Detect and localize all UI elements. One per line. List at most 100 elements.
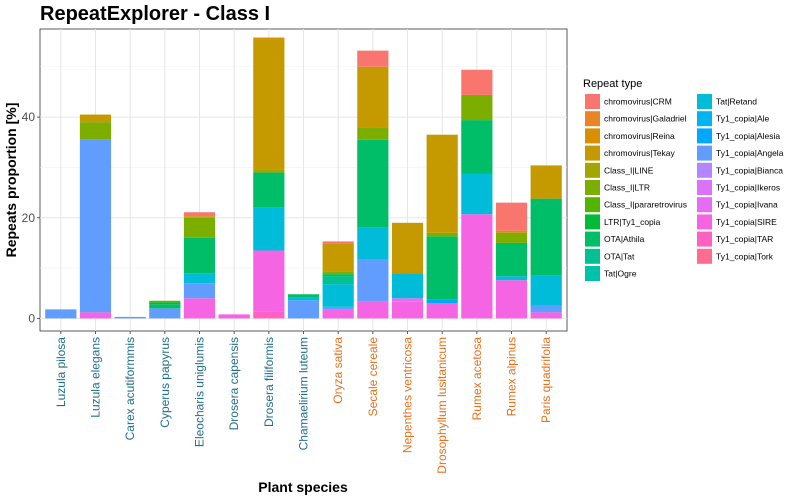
bar-segment bbox=[183, 298, 216, 319]
legend-label: Ty1_copia|TAR bbox=[716, 234, 773, 244]
bar-segment bbox=[218, 314, 250, 319]
bar-segment bbox=[391, 298, 424, 302]
bars bbox=[45, 37, 562, 319]
bar-segment bbox=[79, 139, 112, 313]
legend-key bbox=[585, 145, 600, 161]
x-tick-label: Nepenthes ventricosa bbox=[401, 337, 415, 453]
legend-key bbox=[585, 248, 600, 264]
legend-key bbox=[697, 214, 712, 230]
bar-segment bbox=[183, 283, 216, 299]
x-tick-label: Luzula pilosa bbox=[54, 337, 68, 407]
bar-segment bbox=[183, 216, 216, 218]
legend-label: OTA|Tat bbox=[604, 251, 635, 261]
legend-key bbox=[697, 128, 712, 144]
bar-segment bbox=[253, 39, 285, 170]
y-tick-label: 0 bbox=[28, 311, 35, 325]
bar-segment bbox=[149, 300, 181, 303]
legend-label: Tat|Ogre bbox=[604, 269, 637, 279]
legend-key bbox=[585, 162, 600, 178]
legend-label: Class_I|pararetrovirus bbox=[604, 200, 687, 210]
bar-segment bbox=[322, 274, 354, 277]
x-tick-label: Oryza sativa bbox=[331, 337, 345, 404]
legend-label: Ty1_copia|Tork bbox=[716, 251, 774, 261]
bar-segment bbox=[253, 250, 285, 312]
legend-label: chromovirus|Reina bbox=[604, 131, 675, 141]
bar-segment bbox=[426, 134, 458, 233]
bar-segment bbox=[530, 165, 562, 199]
bar-segment bbox=[79, 114, 112, 123]
bar-segment bbox=[183, 217, 216, 238]
legend-label: Tat|Retand bbox=[716, 97, 757, 107]
bar-segment bbox=[461, 94, 493, 121]
bar-segment bbox=[357, 50, 389, 67]
legend-key bbox=[697, 248, 712, 264]
bar-segment bbox=[461, 120, 493, 174]
y-axis-title: Repeats proportion [%] bbox=[3, 103, 19, 258]
x-tick-label: Rumex alpinus bbox=[505, 337, 519, 416]
legend-key bbox=[585, 214, 600, 230]
legend-key bbox=[585, 180, 600, 195]
legend-key bbox=[585, 197, 600, 213]
bar-segment bbox=[287, 297, 320, 301]
legend-label: Ty1_copia|SIRE bbox=[716, 217, 777, 227]
bar-segment bbox=[45, 309, 77, 319]
bar-segment bbox=[149, 304, 181, 309]
x-axis: Luzula pilosa Luzula elegans Carex acutifo… bbox=[54, 331, 553, 474]
bar-segment bbox=[495, 280, 528, 319]
x-tick-label: Rumex acetosa bbox=[470, 337, 484, 421]
bar-segment bbox=[183, 212, 216, 217]
bar-segment bbox=[391, 273, 424, 299]
bar-segment bbox=[461, 69, 493, 95]
legend-key bbox=[585, 111, 600, 127]
x-tick-label: Cyperus papyrus bbox=[158, 337, 172, 428]
legend-label: LTR|Ty1_copia bbox=[604, 217, 661, 227]
legend-label: Ty1_copia|Alesia bbox=[716, 131, 780, 141]
bar-segment bbox=[253, 37, 285, 40]
bar-segment bbox=[149, 302, 181, 305]
legend-key bbox=[697, 180, 712, 195]
bar-segment bbox=[322, 243, 354, 272]
bar-segment bbox=[495, 232, 528, 243]
legend-label: OTA|Athila bbox=[604, 234, 645, 244]
legend-key bbox=[585, 94, 600, 109]
bar-segment bbox=[357, 227, 389, 260]
chart-title: RepeatExplorer - Class I bbox=[40, 3, 270, 25]
bar-segment bbox=[253, 169, 285, 173]
legend-key bbox=[585, 266, 600, 281]
bar-segment bbox=[461, 214, 493, 319]
bar-segment bbox=[253, 172, 285, 208]
bar-segment bbox=[322, 284, 354, 307]
bar-segment bbox=[426, 303, 458, 319]
legend-label: Class_I|LTR bbox=[604, 183, 650, 193]
bar-segment bbox=[461, 173, 493, 215]
bar-segment bbox=[357, 259, 389, 302]
x-tick-label: Eleocharis uniglumis bbox=[192, 337, 206, 447]
bar-segment bbox=[322, 271, 354, 275]
bar-segment bbox=[322, 276, 354, 285]
bar-segment bbox=[391, 301, 424, 319]
legend-key bbox=[697, 197, 712, 213]
bar-segment bbox=[391, 222, 424, 274]
bar-segment bbox=[530, 275, 562, 306]
bar-segment bbox=[495, 276, 528, 281]
bar-segment bbox=[183, 273, 216, 284]
x-tick-label: Luzula elegans bbox=[88, 337, 102, 418]
bar-segment bbox=[357, 301, 389, 319]
legend-key bbox=[697, 111, 712, 127]
bar-segment bbox=[426, 232, 458, 237]
bar-segment bbox=[149, 308, 181, 319]
legend-label: Ty1_copia|Ale bbox=[716, 114, 770, 124]
bar-segment bbox=[495, 202, 528, 231]
y-tick-label: 40 bbox=[22, 110, 36, 124]
bar-segment bbox=[530, 305, 562, 313]
x-axis-title: Plant species bbox=[258, 479, 348, 495]
bar-segment bbox=[79, 312, 112, 319]
legend-key bbox=[697, 145, 712, 161]
legend-key bbox=[585, 128, 600, 144]
x-tick-label: Drosera capensis bbox=[227, 337, 241, 430]
bar-segment bbox=[357, 139, 389, 228]
bar-segment bbox=[287, 294, 320, 298]
legend-key bbox=[697, 162, 712, 178]
bar-segment bbox=[426, 236, 458, 300]
bar-segment bbox=[79, 122, 112, 140]
